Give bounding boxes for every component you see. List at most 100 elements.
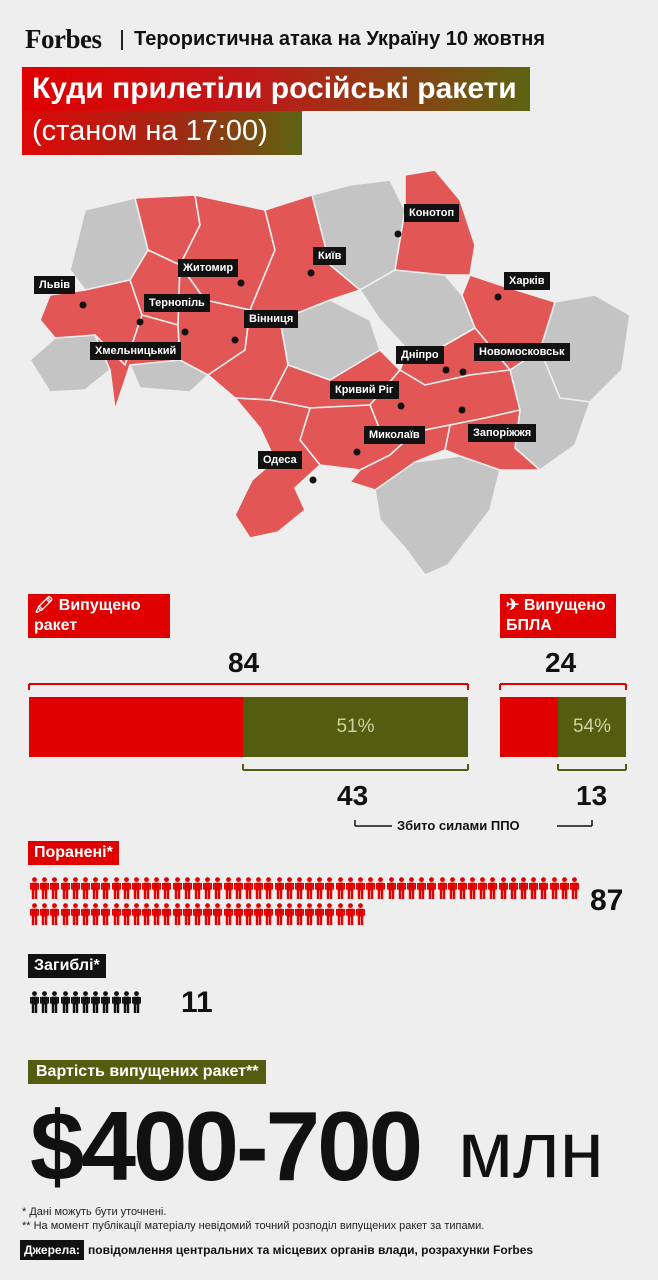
wounded-person-icon bbox=[172, 903, 182, 925]
city-label-konotop: Конотоп bbox=[404, 204, 460, 222]
wounded-person-icon bbox=[356, 877, 365, 899]
drones-total: 24 bbox=[545, 647, 577, 678]
dead-person-icon bbox=[91, 991, 101, 1013]
city-dot-konotop bbox=[394, 230, 402, 238]
wounded-person-icon bbox=[182, 877, 192, 899]
dead-person-icon bbox=[30, 991, 39, 1013]
city-dot-zaporizhzhia bbox=[458, 406, 466, 414]
drones-tag: ✈ Випущено БПЛА bbox=[500, 594, 616, 638]
wounded-person-icon bbox=[396, 877, 406, 899]
wounded-person-icon bbox=[60, 877, 70, 899]
wounded-person-icon bbox=[101, 877, 111, 899]
wounded-person-icon bbox=[152, 877, 162, 899]
brand-logo: Forbes bbox=[25, 24, 102, 54]
wounded-person-icon bbox=[30, 903, 39, 925]
drones-bar-not-intercepted bbox=[500, 697, 558, 757]
page-subtitle: (станом на 17:00) bbox=[32, 115, 268, 147]
wounded-person-icon bbox=[152, 903, 162, 925]
wounded-person-icon bbox=[284, 877, 294, 899]
city-label-kryvyi-rih: Кривий Ріг bbox=[330, 381, 399, 399]
wounded-person-icon bbox=[70, 903, 80, 925]
cost-tag: Вартість випущених ракет** bbox=[28, 1060, 267, 1084]
dead-tag: Загиблі* bbox=[28, 954, 106, 978]
city-dot-kharkiv bbox=[494, 293, 502, 301]
wounded-person-icon bbox=[519, 877, 528, 899]
wounded-person-icon bbox=[91, 877, 101, 899]
wounded-person-icon bbox=[40, 903, 50, 925]
wounded-person-icon bbox=[427, 877, 437, 899]
wounded-person-icon bbox=[233, 877, 243, 899]
dead-person-icon bbox=[80, 991, 90, 1013]
wounded-person-icon bbox=[50, 903, 60, 925]
city-dot-mykolaiv bbox=[353, 448, 361, 456]
dead-person-icon bbox=[60, 991, 70, 1013]
wounded-person-icon bbox=[91, 903, 101, 925]
wounded-person-icon bbox=[376, 877, 386, 899]
wounded-person-icon bbox=[325, 877, 335, 899]
missiles-bar-intercepted: 51% bbox=[243, 697, 468, 757]
wounded-person-icon bbox=[294, 877, 304, 899]
wounded-person-icon bbox=[345, 903, 355, 925]
wounded-person-icon bbox=[193, 877, 202, 899]
city-label-ternopil: Тернопіль bbox=[144, 294, 210, 312]
wounded-person-icon bbox=[203, 903, 213, 925]
missiles-tag: 🖍 Випущено ракет bbox=[28, 594, 170, 638]
dead-person-icon bbox=[131, 991, 141, 1013]
subtitle-background bbox=[22, 111, 302, 155]
wounded-person-icon bbox=[223, 903, 233, 925]
missiles-tag-label: Випущено ракет bbox=[34, 597, 141, 634]
city-dot-kyiv bbox=[307, 269, 315, 277]
wounded-person-icon bbox=[182, 903, 192, 925]
wounded-person-icon bbox=[417, 877, 427, 899]
wounded-person-icon bbox=[264, 903, 274, 925]
city-label-kyiv: Київ bbox=[313, 247, 347, 265]
cost-unit: млн bbox=[458, 1105, 604, 1194]
wounded-person-icon bbox=[488, 877, 498, 899]
wounded-person-icon bbox=[315, 903, 325, 925]
city-label-zhytomyr: Житомир bbox=[178, 259, 239, 277]
wounded-person-icon bbox=[111, 903, 121, 925]
city-label-lviv: Львів bbox=[34, 276, 76, 294]
drone-icon: ✈ bbox=[506, 597, 520, 614]
wounded-person-icon bbox=[498, 877, 508, 899]
wounded-person-icon bbox=[203, 877, 213, 899]
wounded-person-icon bbox=[121, 903, 131, 925]
drones-bar-intercepted: 54% bbox=[558, 697, 626, 757]
wounded-person-icon bbox=[254, 903, 264, 925]
wounded-person-icon bbox=[213, 877, 223, 899]
wounded-person-icon bbox=[345, 877, 355, 899]
city-dot-dnipro bbox=[442, 366, 450, 374]
region-crimea bbox=[374, 455, 501, 576]
wounded-person-icon bbox=[233, 903, 243, 925]
missiles-total: 84 bbox=[228, 647, 260, 678]
wounded-person-icon bbox=[264, 877, 274, 899]
city-label-khmelnytskyi: Хмельницький bbox=[90, 342, 182, 360]
wounded-person-icon bbox=[549, 877, 559, 899]
region-sumy bbox=[394, 169, 476, 276]
wounded-person-icon bbox=[70, 877, 80, 899]
wounded-person-icon bbox=[284, 903, 294, 925]
headline: Терористична атака на Україну 10 жовтня bbox=[134, 28, 546, 50]
city-label-vinnytsia: Вінниця bbox=[244, 310, 299, 328]
wounded-person-icon bbox=[356, 903, 365, 925]
sources-text: повідомлення центральних та місцевих орг… bbox=[88, 1243, 534, 1257]
wounded-person-icon bbox=[60, 903, 70, 925]
wounded-person-icon bbox=[274, 903, 284, 925]
city-label-zaporizhzhia: Запоріжжя bbox=[468, 424, 537, 442]
drones-intercepted-percent: 54% bbox=[572, 716, 612, 737]
missiles-intercepted: 43 bbox=[337, 780, 369, 811]
region-kyiv bbox=[249, 194, 361, 321]
footnote-1: * Дані можуть бути уточнені. bbox=[22, 1206, 167, 1218]
wounded-person-icon bbox=[305, 903, 315, 925]
wounded-person-icon bbox=[193, 903, 202, 925]
wounded-person-icon bbox=[508, 877, 518, 899]
title-background bbox=[22, 67, 530, 111]
wounded-person-icon bbox=[131, 877, 141, 899]
dead-person-icon bbox=[111, 991, 121, 1013]
wounded-person-icon bbox=[80, 877, 90, 899]
wounded-person-icon bbox=[131, 903, 141, 925]
wounded-person-icon bbox=[223, 877, 233, 899]
wounded-person-icon bbox=[40, 877, 50, 899]
wounded-person-icon bbox=[559, 877, 569, 899]
wounded-person-icon bbox=[172, 877, 182, 899]
